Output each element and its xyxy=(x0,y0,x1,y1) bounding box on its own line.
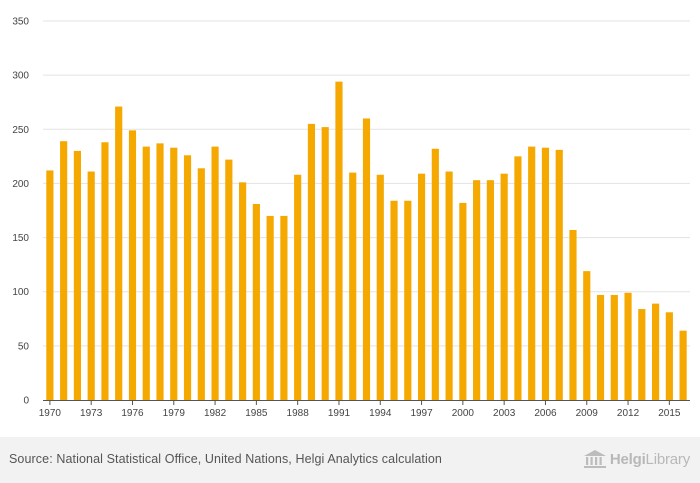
x-tick-label: 2000 xyxy=(452,408,475,419)
bar xyxy=(46,170,54,400)
x-tick-label: 2006 xyxy=(534,408,557,419)
bar xyxy=(115,106,123,401)
source-note: Source: National Statistical Office, Uni… xyxy=(9,452,442,466)
bar xyxy=(596,294,605,400)
bar xyxy=(252,204,260,400)
chart-footer: Source: National Statistical Office, Uni… xyxy=(0,437,700,483)
bar xyxy=(266,215,274,400)
bar xyxy=(307,123,316,401)
bar xyxy=(390,200,398,400)
bar xyxy=(211,146,219,400)
bar xyxy=(349,172,357,400)
y-tick-label: 300 xyxy=(12,71,29,82)
bar xyxy=(679,330,687,400)
x-tick-label: 2012 xyxy=(617,408,640,419)
brand-name: HelgiLibrary xyxy=(610,451,690,468)
bar xyxy=(239,182,247,400)
bar xyxy=(514,156,522,400)
bar xyxy=(321,127,329,401)
bar xyxy=(610,294,618,400)
x-tick-label: 2003 xyxy=(493,408,516,419)
brand-logo: HelgiLibrary xyxy=(583,449,690,469)
bar xyxy=(362,118,371,401)
y-tick-label: 250 xyxy=(12,125,29,136)
bar xyxy=(280,215,288,400)
bar xyxy=(541,147,550,400)
y-tick-label: 150 xyxy=(12,233,29,244)
bar-chart: 0 50 100 150 200 250 300 350 1970 1973 1976 1979 198… xyxy=(12,17,690,419)
bar xyxy=(128,130,137,400)
y-tick-label: 200 xyxy=(12,179,29,190)
x-tick-label: 1988 xyxy=(287,408,310,419)
x-tick-label: 1979 xyxy=(163,408,186,419)
x-tick-label: 2015 xyxy=(658,408,681,419)
x-tick-label: 1982 xyxy=(204,408,227,419)
y-tick-label: 100 xyxy=(12,287,29,298)
bar xyxy=(473,180,481,400)
bar xyxy=(569,229,577,400)
bar xyxy=(73,150,81,400)
bar xyxy=(583,271,591,400)
x-tick-label: 1991 xyxy=(328,408,351,419)
bar xyxy=(197,168,205,400)
x-tick-label: 1997 xyxy=(410,408,433,419)
library-building-icon xyxy=(583,449,607,469)
y-tick-label: 50 xyxy=(18,341,30,352)
bar xyxy=(87,171,95,400)
y-tick-label: 0 xyxy=(23,396,29,407)
bar xyxy=(431,148,439,400)
x-tick-label: 1973 xyxy=(80,408,103,419)
bar xyxy=(156,143,164,401)
x-tick-label: 2009 xyxy=(576,408,599,419)
bar xyxy=(376,174,384,400)
x-tick-label: 1985 xyxy=(245,408,268,419)
bar xyxy=(638,309,646,400)
bar xyxy=(101,142,109,400)
bar xyxy=(459,202,467,400)
bar xyxy=(183,155,192,400)
bar xyxy=(665,312,673,400)
bar xyxy=(335,81,343,400)
x-tick-label: 1976 xyxy=(121,408,144,419)
bar xyxy=(170,147,178,400)
bar xyxy=(555,149,563,400)
x-tick-label: 1970 xyxy=(39,408,62,419)
bar xyxy=(624,292,632,400)
bar xyxy=(294,174,302,400)
bar xyxy=(500,173,508,400)
bar xyxy=(445,171,453,400)
bar xyxy=(528,146,536,400)
brand-name-suffix: Library xyxy=(645,450,691,468)
bar xyxy=(60,141,68,400)
bar xyxy=(142,146,150,400)
y-tick-label: 350 xyxy=(12,17,29,28)
bar xyxy=(225,159,233,400)
x-tick-label: 1994 xyxy=(369,408,392,419)
brand-name-main: Helgi xyxy=(609,450,646,468)
bar xyxy=(404,200,412,400)
bar xyxy=(652,303,660,400)
bar xyxy=(486,180,494,400)
bar xyxy=(417,173,426,400)
